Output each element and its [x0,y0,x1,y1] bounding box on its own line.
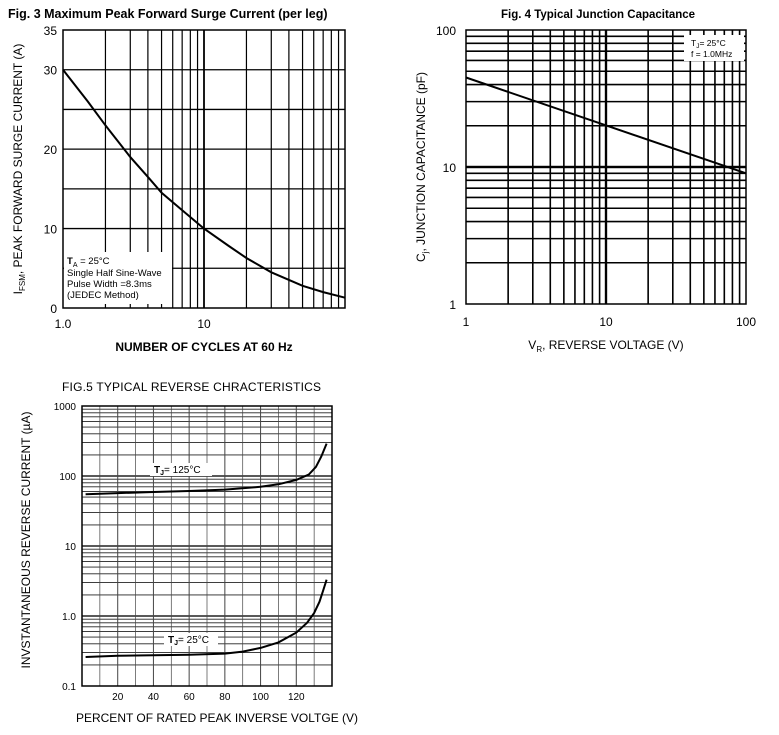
fig4-series-line [465,76,747,175]
fig3-y-tick-label: 10 [44,223,58,237]
fig5-y-tick-label: 1.0 [62,612,76,623]
fig4-x-tick-label: 1 [463,315,470,329]
fig5-label-bg-125c [150,463,212,476]
fig3-annotation-line3: (JEDEC Method) [67,290,139,301]
fig3-y-tick-label: 35 [44,24,58,38]
fig5-y-axis-label: INVSTANTANEOUS REVERSE CURRENT (µA) [19,412,33,669]
fig4-x-tick-label: 10 [599,315,613,329]
fig5-x-tick-label: 60 [184,692,196,703]
fig3-y-axis-label: IFSM, PEAK FORWARD SURGE CURRENT (A) [11,44,27,295]
fig5-series-label-125c: TJ= 125°C [154,465,201,477]
fig4-chart: Fig. 4 Typical Junction Capacitance 1101… [414,9,756,354]
fig4-grid [466,30,746,304]
fig3-y-tick-label: 30 [44,64,58,78]
fig5-x-tick-label: 20 [112,692,124,703]
fig3-title: Fig. 3 Maximum Peak Forward Surge Curren… [8,7,328,21]
fig5-chart: FIG.5 TYPICAL REVERSE CHRACTERISTICS 0.1… [19,380,358,725]
fig3-tick-labels: 0 10 20 30 35 1.0 10 [44,24,211,331]
fig3-annotation-ta: TA = 25°C [67,256,110,269]
fig3-y-tick-label: 0 [50,302,57,316]
fig5-x-tick-label: 80 [219,692,231,703]
fig5-label-bg-25c [164,633,218,646]
fig5-x-tick-label: 120 [288,692,305,703]
fig3-annotation-line1: Single Half Sine-Wave [67,268,162,279]
fig5-y-tick-label: 100 [59,472,76,483]
fig4-y-axis-label: Cj, JUNCTION CAPACITANCE (pF) [414,72,430,262]
fig4-y-tick-label: 1 [449,298,456,312]
fig5-grid [82,406,332,686]
fig3-x-axis-label: NUMBER OF CYCLES AT 60 Hz [115,340,292,354]
fig4-x-axis-label: VR, REVERSE VOLTAGE (V) [528,338,683,354]
fig3-y-tick-label: 20 [44,143,58,157]
fig4-annotation-tj: TJ= 25°C [691,38,726,50]
fig3-chart: Fig. 3 Maximum Peak Forward Surge Curren… [8,7,346,354]
fig4-title: Fig. 4 Typical Junction Capacitance [501,9,695,21]
fig4-y-tick-label: 10 [443,161,457,175]
fig5-series-line-125c [85,443,328,496]
fig3-annotation-bg [64,252,172,304]
fig3-plot-frame [62,29,346,309]
fig3-x-tick-label: 1.0 [55,317,72,331]
fig5-series-label-25c: TJ= 25°C [168,635,209,647]
fig4-plot-frame [465,29,747,305]
fig5-series-line-25c [85,579,328,658]
fig5-tick-labels: 0.1 1.0 10 100 1000 20 40 60 80 100 120 [54,402,305,703]
fig3-grid [63,30,345,308]
fig3-x-tick-label: 10 [197,317,211,331]
fig4-annotation-bg [684,35,744,61]
fig4-tick-labels: 1 10 100 1 10 100 [436,24,756,329]
fig3-annotation-line2: Pulse Width =8.3ms [67,279,152,290]
fig5-title: FIG.5 TYPICAL REVERSE CHRACTERISTICS [62,380,321,394]
fig5-y-tick-label: 10 [65,542,77,553]
fig4-y-tick-label: 100 [436,24,456,38]
fig5-x-tick-label: 100 [252,692,269,703]
fig5-x-tick-label: 40 [148,692,160,703]
fig4-x-tick-label: 100 [736,315,756,329]
fig5-y-tick-label: 0.1 [62,682,76,693]
fig5-y-tick-label: 1000 [54,402,77,413]
fig5-plot-frame [81,405,333,687]
fig4-annotation-freq: f = 1.0MHz [691,49,732,59]
fig3-series-line [62,69,346,299]
fig5-x-axis-label: PERCENT OF RATED PEAK INVERSE VOLTGE (V) [76,711,358,725]
